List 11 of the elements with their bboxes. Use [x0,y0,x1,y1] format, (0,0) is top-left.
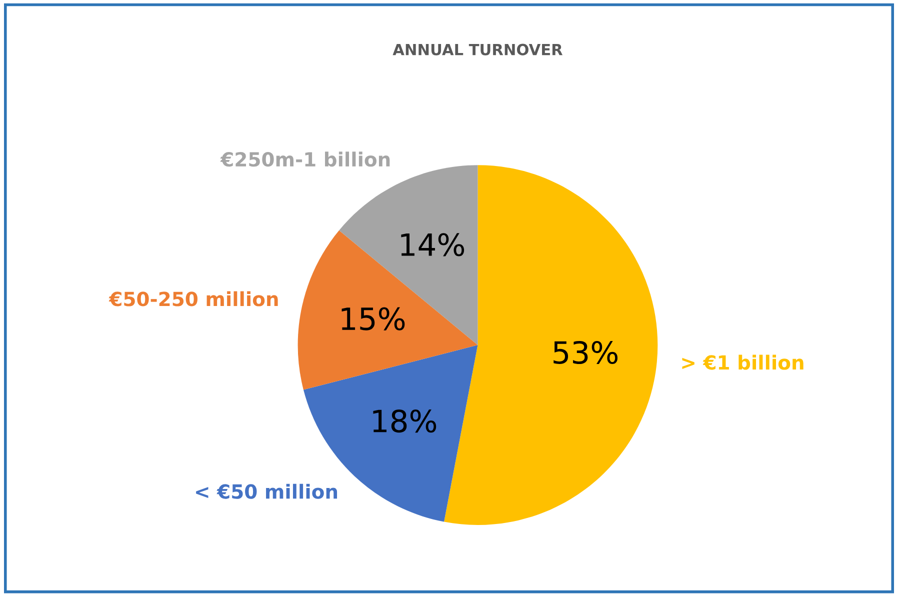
slice-label: > €1 billion [682,354,804,370]
pie-slice [298,230,478,390]
data-label: 14% [401,233,464,256]
slice-label: < €50 million [196,484,338,499]
slice-label: €250m-1 billion [220,152,390,167]
slice-label: €50-250 million [108,291,278,306]
data-label: 53% [554,340,618,364]
chart-title: ANNUAL TURNOVER [392,44,563,56]
data-label: 18% [373,409,436,433]
pie-slice [339,165,478,346]
data-label: 15% [342,307,405,330]
